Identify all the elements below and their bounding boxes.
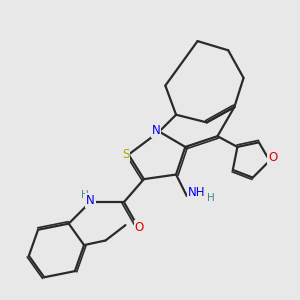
Text: O: O	[268, 151, 277, 164]
Text: NH: NH	[188, 186, 206, 200]
Text: N: N	[152, 124, 161, 136]
Text: O: O	[135, 221, 144, 234]
Text: H: H	[81, 190, 88, 200]
Text: N: N	[86, 194, 94, 207]
Text: H: H	[207, 193, 214, 202]
Text: S: S	[122, 148, 129, 161]
